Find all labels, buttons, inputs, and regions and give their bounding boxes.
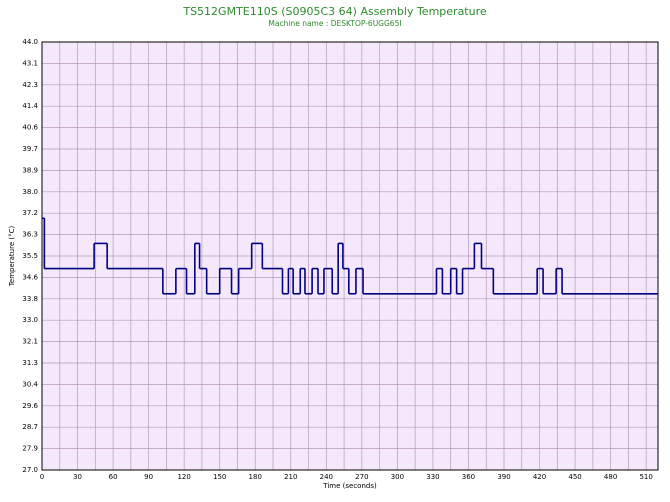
plot-border (41, 41, 659, 471)
x-tick-label: 420 (533, 473, 546, 481)
x-tick-label: 240 (320, 473, 333, 481)
x-tick-label: 390 (497, 473, 510, 481)
y-tick-label: 44.0 (22, 38, 38, 46)
x-tick-label: 300 (391, 473, 404, 481)
x-tick-label: 210 (284, 473, 297, 481)
x-tick-label: 60 (109, 473, 118, 481)
y-tick-label: 35.5 (22, 252, 38, 260)
x-tick-label: 90 (144, 473, 153, 481)
y-tick-label: 31.3 (22, 359, 38, 367)
y-axis-label: Temperature (°C) (8, 226, 16, 288)
x-tick-label: 0 (40, 473, 44, 481)
x-tick-label: 120 (177, 473, 190, 481)
y-tick-label: 30.4 (22, 380, 38, 388)
chart-title: TS512GMTE110S (S0905C3 64) Assembly Temp… (182, 5, 487, 18)
x-tick-label: 330 (426, 473, 439, 481)
x-tick-label: 510 (639, 473, 652, 481)
y-tick-label: 42.3 (22, 81, 38, 89)
x-tick-label: 270 (355, 473, 368, 481)
x-tick-label: 180 (249, 473, 262, 481)
x-tick-label: 150 (213, 473, 226, 481)
y-tick-label: 38.0 (22, 188, 38, 196)
x-tick-label: 480 (604, 473, 617, 481)
y-tick-label: 33.0 (22, 316, 38, 324)
y-tick-label: 37.2 (22, 209, 38, 217)
x-tick-label: 360 (462, 473, 475, 481)
chart-subtitle: Machine name : DESKTOP-6UGG65I (268, 19, 401, 28)
y-tick-label: 36.3 (22, 231, 38, 239)
y-tick-label: 32.1 (22, 338, 38, 346)
y-tick-label: 41.4 (22, 102, 38, 110)
y-tick-label: 43.1 (22, 59, 38, 67)
y-tick-label: 33.8 (22, 295, 38, 303)
y-tick-label: 34.6 (22, 273, 38, 281)
y-tick-label: 40.6 (22, 124, 38, 132)
x-tick-label: 30 (73, 473, 82, 481)
y-tick-label: 27.9 (22, 445, 38, 453)
x-tick-label: 450 (568, 473, 581, 481)
y-tick-label: 39.7 (22, 145, 38, 153)
y-tick-label: 38.9 (22, 166, 38, 174)
y-tick-label: 28.7 (22, 423, 38, 431)
y-tick-label: 27.0 (22, 466, 38, 474)
x-axis-label: Time (seconds) (322, 482, 377, 490)
y-tick-label: 29.6 (22, 402, 38, 410)
